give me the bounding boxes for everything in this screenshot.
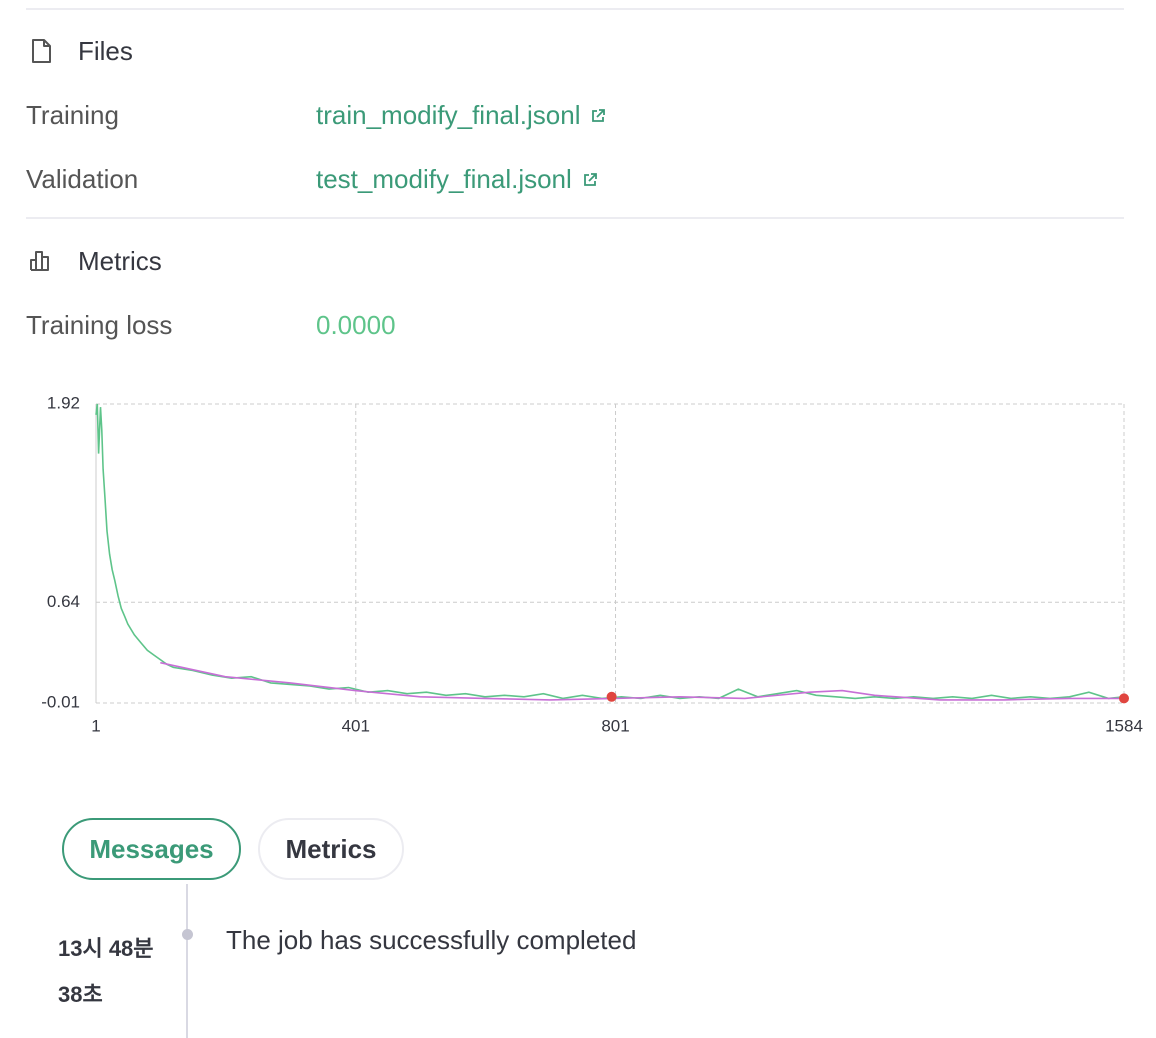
message-text: The job has successfully completed — [226, 925, 637, 955]
chart: -0.01 0.64 1.92 1 401 801 1584 — [41, 393, 1143, 735]
external-icon — [583, 172, 597, 186]
row-label: Validation — [26, 164, 139, 194]
x-tick-label: 801 — [601, 716, 629, 735]
file-link[interactable]: train_modify_final.jsonl — [316, 100, 606, 131]
x-tick-label: 1 — [91, 716, 100, 735]
loss-line — [160, 661, 1124, 701]
metric-label: Training loss — [26, 310, 173, 340]
y-tick-label: -0.01 — [41, 692, 80, 711]
section-title: Metrics — [78, 246, 162, 276]
divider — [26, 217, 1124, 219]
timeline-dot — [182, 929, 193, 940]
file-link[interactable]: test_modify_final.jsonl — [316, 164, 598, 195]
external-icon — [592, 108, 606, 122]
row-label: Training — [26, 100, 119, 130]
file-icon — [32, 39, 51, 63]
tab[interactable]: Metrics — [258, 818, 404, 880]
timeline — [186, 884, 188, 1038]
x-tick-label: 401 — [342, 716, 370, 735]
divider — [26, 8, 1124, 10]
point — [606, 691, 617, 702]
metrics-icon — [30, 251, 49, 271]
tab[interactable]: Messages — [62, 818, 241, 880]
point — [1119, 693, 1129, 704]
file-name[interactable]: train_modify_final.jsonl — [316, 100, 581, 130]
message-time: 13시 48분 38초 — [58, 936, 154, 1007]
x-tick-label: 1584 — [1105, 716, 1143, 735]
y-tick-label: 0.64 — [47, 592, 80, 611]
file-name[interactable]: test_modify_final.jsonl — [316, 164, 572, 194]
y-tick-label: 1.92 — [47, 393, 80, 412]
section-title: Files — [78, 36, 133, 66]
loss-line — [95, 403, 1125, 700]
metric-value: 0.0000 — [316, 310, 396, 340]
